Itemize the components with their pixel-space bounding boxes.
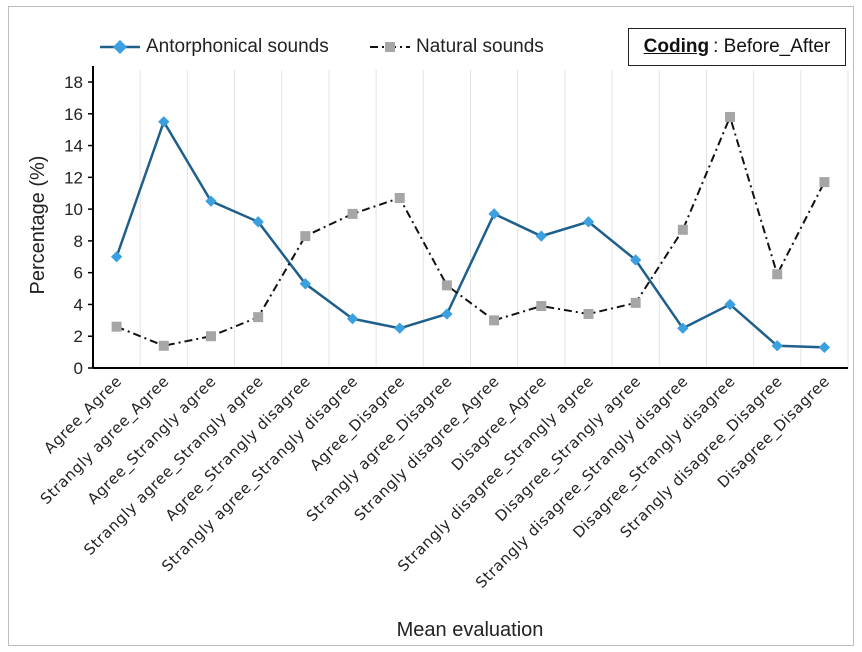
data-point-0 (346, 313, 359, 325)
y-tick-label: 10 (64, 200, 83, 219)
y-tick-label: 0 (74, 359, 83, 378)
data-point-1 (772, 269, 783, 280)
data-point-0 (629, 254, 642, 266)
series-line-0 (115, 118, 825, 349)
y-tick-label: 16 (64, 105, 83, 124)
data-point-0 (441, 308, 453, 320)
data-point-1 (111, 321, 122, 332)
y-tick-label: 4 (74, 295, 83, 314)
y-tick-label: 2 (74, 327, 83, 346)
legend-item-antorphonical: Antorphonical sounds (100, 36, 329, 58)
y-tick-label: 12 (64, 168, 83, 187)
data-point-0 (771, 340, 783, 352)
y-axis-label: Percentage (%) (27, 156, 49, 295)
y-tick-label: 6 (74, 264, 83, 283)
data-point-1 (819, 177, 830, 188)
legend-label-antorphonical: Antorphonical sounds (146, 36, 329, 57)
data-point-1 (394, 192, 405, 203)
data-point-0 (724, 298, 736, 311)
x-tick-label: Agree_Agree (40, 372, 126, 458)
data-point-1 (583, 308, 594, 319)
y-tick-label: 14 (64, 137, 83, 156)
y-tick-label: 8 (74, 232, 83, 251)
data-point-1 (536, 301, 547, 312)
data-point-1 (347, 208, 358, 219)
data-point-0 (252, 216, 264, 228)
data-point-0 (818, 341, 831, 354)
data-point-1 (205, 331, 216, 342)
data-point-1 (441, 280, 452, 291)
data-point-1 (253, 312, 264, 323)
coding-value: : Before_After (713, 36, 831, 57)
data-point-0 (205, 195, 217, 207)
data-point-0 (299, 278, 312, 290)
legend-label-natural: Natural sounds (416, 36, 544, 57)
data-point-0 (110, 251, 123, 263)
data-point-0 (394, 322, 406, 334)
coding-annotation: Coding : Before_After (628, 28, 846, 66)
legend-swatch-antorphonical (100, 40, 140, 54)
data-point-1 (630, 297, 641, 308)
data-point-1 (300, 231, 311, 242)
data-point-1 (158, 340, 169, 351)
data-point-0 (158, 116, 170, 128)
y-tick-label: 18 (64, 73, 83, 92)
coding-label: Coding (643, 36, 710, 57)
data-point-1 (725, 111, 736, 122)
series-line-1 (116, 113, 826, 347)
data-point-0 (582, 216, 595, 228)
data-point-1 (489, 315, 500, 326)
chart-frame (8, 6, 854, 646)
data-point-0 (677, 322, 689, 334)
data-point-0 (488, 208, 500, 220)
x-axis-label: Mean evaluation (397, 619, 544, 641)
legend-item-natural: Natural sounds (370, 36, 544, 58)
data-point-1 (677, 224, 688, 235)
legend-swatch-natural (370, 42, 410, 52)
data-point-0 (535, 230, 547, 242)
